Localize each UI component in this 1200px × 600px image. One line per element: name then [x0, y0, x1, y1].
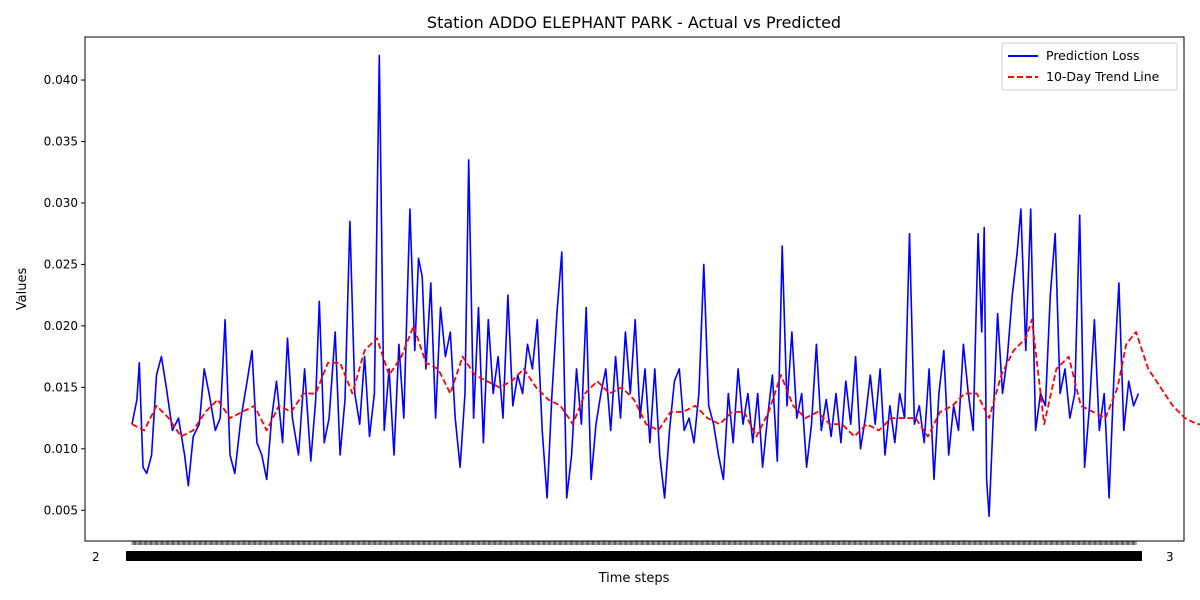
x-tick-labels-overlap — [126, 551, 1142, 561]
series-line-prediction-loss — [131, 54, 1140, 518]
y-tick-label: 0.025 — [44, 257, 78, 271]
y-tick-label: 0.015 — [44, 380, 78, 394]
y-tick-label: 0.010 — [44, 442, 78, 456]
y-axis-label: Values — [15, 268, 30, 311]
x-tick-label-first: 2 — [92, 550, 100, 564]
y-tick-label: 0.035 — [44, 134, 78, 148]
legend-box — [1001, 42, 1178, 91]
series-layer — [131, 54, 1200, 518]
x-tick-label-last: 3 — [1166, 550, 1174, 564]
chart-title: Station ADDO ELEPHANT PARK - Actual vs P… — [427, 13, 841, 32]
legend-label-trend-line: 10-Day Trend Line — [1046, 69, 1160, 84]
plot-frame — [84, 36, 1185, 542]
y-tick-label: 0.020 — [44, 319, 78, 333]
y-tick-label: 0.040 — [44, 73, 78, 87]
legend: Prediction Loss 10-Day Trend Line — [1001, 42, 1178, 91]
y-ticks: 0.005 0.010 0.015 0.020 0.025 0.030 0.035 0.040 — [44, 73, 85, 517]
y-tick-label: 0.030 — [44, 196, 78, 210]
x-axis-label: Time steps — [598, 571, 670, 586]
legend-label-prediction-loss: Prediction Loss — [1046, 48, 1140, 63]
y-tick-label: 0.005 — [44, 503, 78, 517]
